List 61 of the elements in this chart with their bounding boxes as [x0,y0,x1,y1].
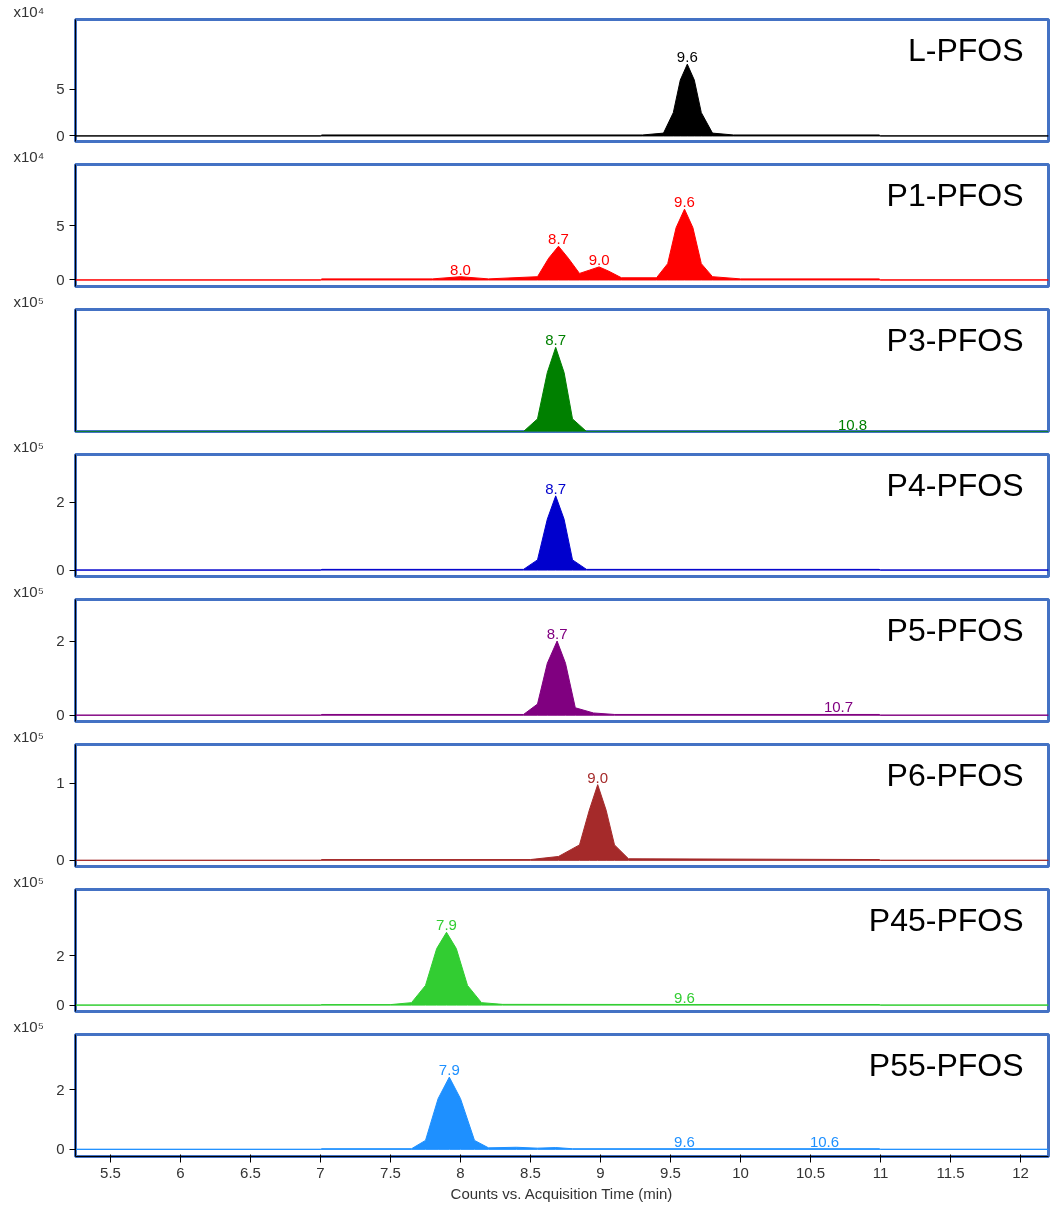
annotation: 9.6 [674,988,695,1006]
y-tick-label: 5 [56,80,65,98]
y-tick-label: 0 [56,561,65,579]
annotation: 7.9 [438,1061,460,1079]
x-tick-label: 5.5 [100,1163,121,1181]
y-tick-label: 0 [56,706,65,724]
annotation: 9.6 [676,48,698,66]
x-tick-label: 12 [1012,1163,1029,1181]
y-tick-label: 0 [56,851,65,869]
x-tick-label: 7.5 [380,1163,401,1181]
y-tick-label: 0 [56,126,65,144]
chart-title: P55-PFOS [868,1046,1024,1083]
x-tick-label: 6.5 [240,1163,261,1181]
x-tick-label: 7 [316,1163,325,1181]
annotation: 9.6 [674,193,695,211]
annotation: 8.7 [548,230,569,248]
y-axis-title: x10⁴ [13,147,45,165]
annotation: 9.6 [674,1132,695,1150]
annotation: 7.9 [436,916,457,934]
x-tick-label: 11 [872,1163,889,1181]
annotation: 8.7 [546,625,568,643]
y-tick-label: 2 [56,1080,65,1098]
y-axis-title: x10⁵ [13,1017,44,1035]
x-tick-label: 9.5 [660,1163,681,1181]
annotation: 10.7 [823,698,854,716]
y-axis-title: x10⁵ [13,872,44,890]
chart-title: P3-PFOS [886,321,1024,358]
x-tick-label: 10 [732,1163,749,1181]
y-axis-title: x10⁵ [13,582,44,600]
chart-title: P6-PFOS [886,756,1024,793]
annotation: 8.0 [450,260,471,278]
annotation: 8.7 [545,331,567,349]
x-tick-label: 10.5 [795,1163,826,1181]
x-tick-label: 8 [456,1163,465,1181]
x-tick-label: 9 [596,1163,605,1181]
y-axis-title: x10⁵ [13,727,44,745]
chart-title: P4-PFOS [886,466,1024,503]
chart-title: L-PFOS [907,31,1024,68]
x-axis-title: Counts vs. Acquisition Time (min) [450,1184,673,1202]
x-tick-label: 8.5 [520,1163,541,1181]
annotation: 8.7 [545,479,567,497]
x-tick-label: 11.5 [936,1163,965,1181]
annotation: 9.0 [587,768,609,786]
y-tick-label: 1 [56,774,65,792]
y-tick-label: 0 [56,270,65,288]
y-tick-label: 0 [56,996,65,1014]
y-tick-label: 5 [56,216,65,234]
y-tick-label: 0 [56,1140,65,1158]
annotation: 10.6 [809,1132,840,1150]
y-axis-title: x10⁵ [13,437,44,455]
chart-title: P45-PFOS [868,901,1024,938]
y-tick-label: 2 [56,632,65,650]
chart-title: P1-PFOS [886,176,1024,213]
chart-title: P5-PFOS [886,611,1024,648]
y-tick-label: 2 [56,946,65,964]
y-axis-title: x10⁴ [13,2,45,20]
x-tick-label: 6 [176,1163,185,1181]
y-axis-title: x10⁵ [13,292,44,310]
annotation: 10.8 [837,415,868,433]
annotation: 9.0 [588,250,610,268]
y-tick-label: 2 [56,493,65,511]
